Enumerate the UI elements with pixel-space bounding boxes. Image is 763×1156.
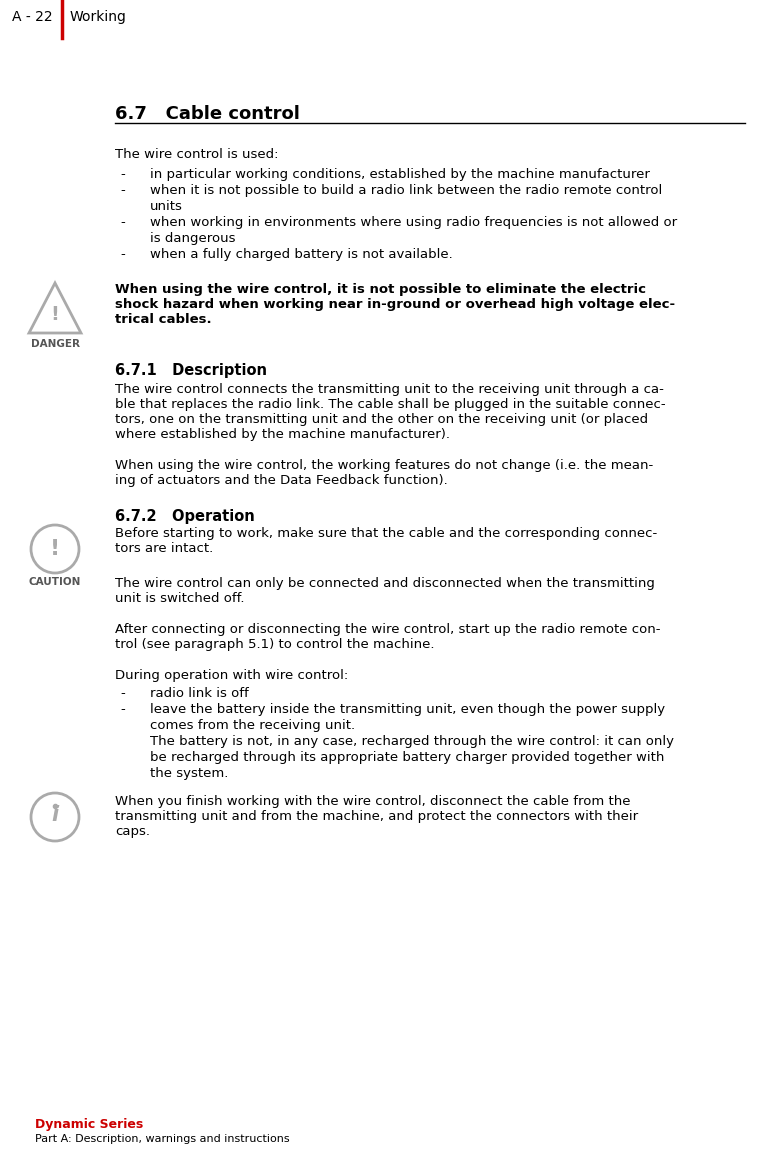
Text: -: - [120,703,124,716]
Text: leave the battery inside the transmitting unit, even though the power supply: leave the battery inside the transmittin… [150,703,665,716]
Text: !: ! [50,304,60,324]
Text: 6.7.2   Operation: 6.7.2 Operation [115,509,255,524]
Text: -: - [120,216,124,229]
Text: The wire control connects the transmitting unit to the receiving unit through a : The wire control connects the transmitti… [115,383,665,440]
Text: 6.7.1   Description: 6.7.1 Description [115,363,267,378]
Text: When you finish working with the wire control, disconnect the cable from the
tra: When you finish working with the wire co… [115,795,638,838]
Text: Before starting to work, make sure that the cable and the corresponding connec-
: Before starting to work, make sure that … [115,527,657,555]
Text: -: - [120,687,124,701]
Text: The wire control is used:: The wire control is used: [115,148,278,161]
Text: radio link is off: radio link is off [150,687,249,701]
Text: units: units [150,200,183,213]
Text: A - 22: A - 22 [12,10,53,24]
Text: During operation with wire control:: During operation with wire control: [115,669,348,682]
Text: -: - [120,184,124,197]
Text: -: - [120,249,124,261]
Text: be recharged through its appropriate battery charger provided together with: be recharged through its appropriate bat… [150,751,665,764]
Text: !: ! [50,539,60,560]
Text: When using the wire control, the working features do not change (i.e. the mean-
: When using the wire control, the working… [115,459,653,487]
Text: After connecting or disconnecting the wire control, start up the radio remote co: After connecting or disconnecting the wi… [115,623,661,651]
Text: Working: Working [70,10,127,24]
Text: Dynamic Series: Dynamic Series [35,1118,143,1131]
Text: when a fully charged battery is not available.: when a fully charged battery is not avai… [150,249,452,261]
Text: in particular working conditions, established by the machine manufacturer: in particular working conditions, establ… [150,168,650,181]
Text: when it is not possible to build a radio link between the radio remote control: when it is not possible to build a radio… [150,184,662,197]
Text: comes from the receiving unit.: comes from the receiving unit. [150,719,355,732]
Text: DANGER: DANGER [31,339,79,349]
Text: i: i [51,805,59,825]
Text: When using the wire control, it is not possible to eliminate the electric
shock : When using the wire control, it is not p… [115,283,675,326]
Text: 6.7   Cable control: 6.7 Cable control [115,105,300,123]
Text: -: - [120,168,124,181]
Text: when working in environments where using radio frequencies is not allowed or: when working in environments where using… [150,216,677,229]
Text: is dangerous: is dangerous [150,232,236,245]
Text: Part A: Description, warnings and instructions: Part A: Description, warnings and instru… [35,1134,290,1144]
Text: The wire control can only be connected and disconnected when the transmitting
un: The wire control can only be connected a… [115,577,655,605]
Text: the system.: the system. [150,766,228,780]
Text: CAUTION: CAUTION [29,577,81,587]
Text: The battery is not, in any case, recharged through the wire control: it can only: The battery is not, in any case, recharg… [150,735,674,748]
